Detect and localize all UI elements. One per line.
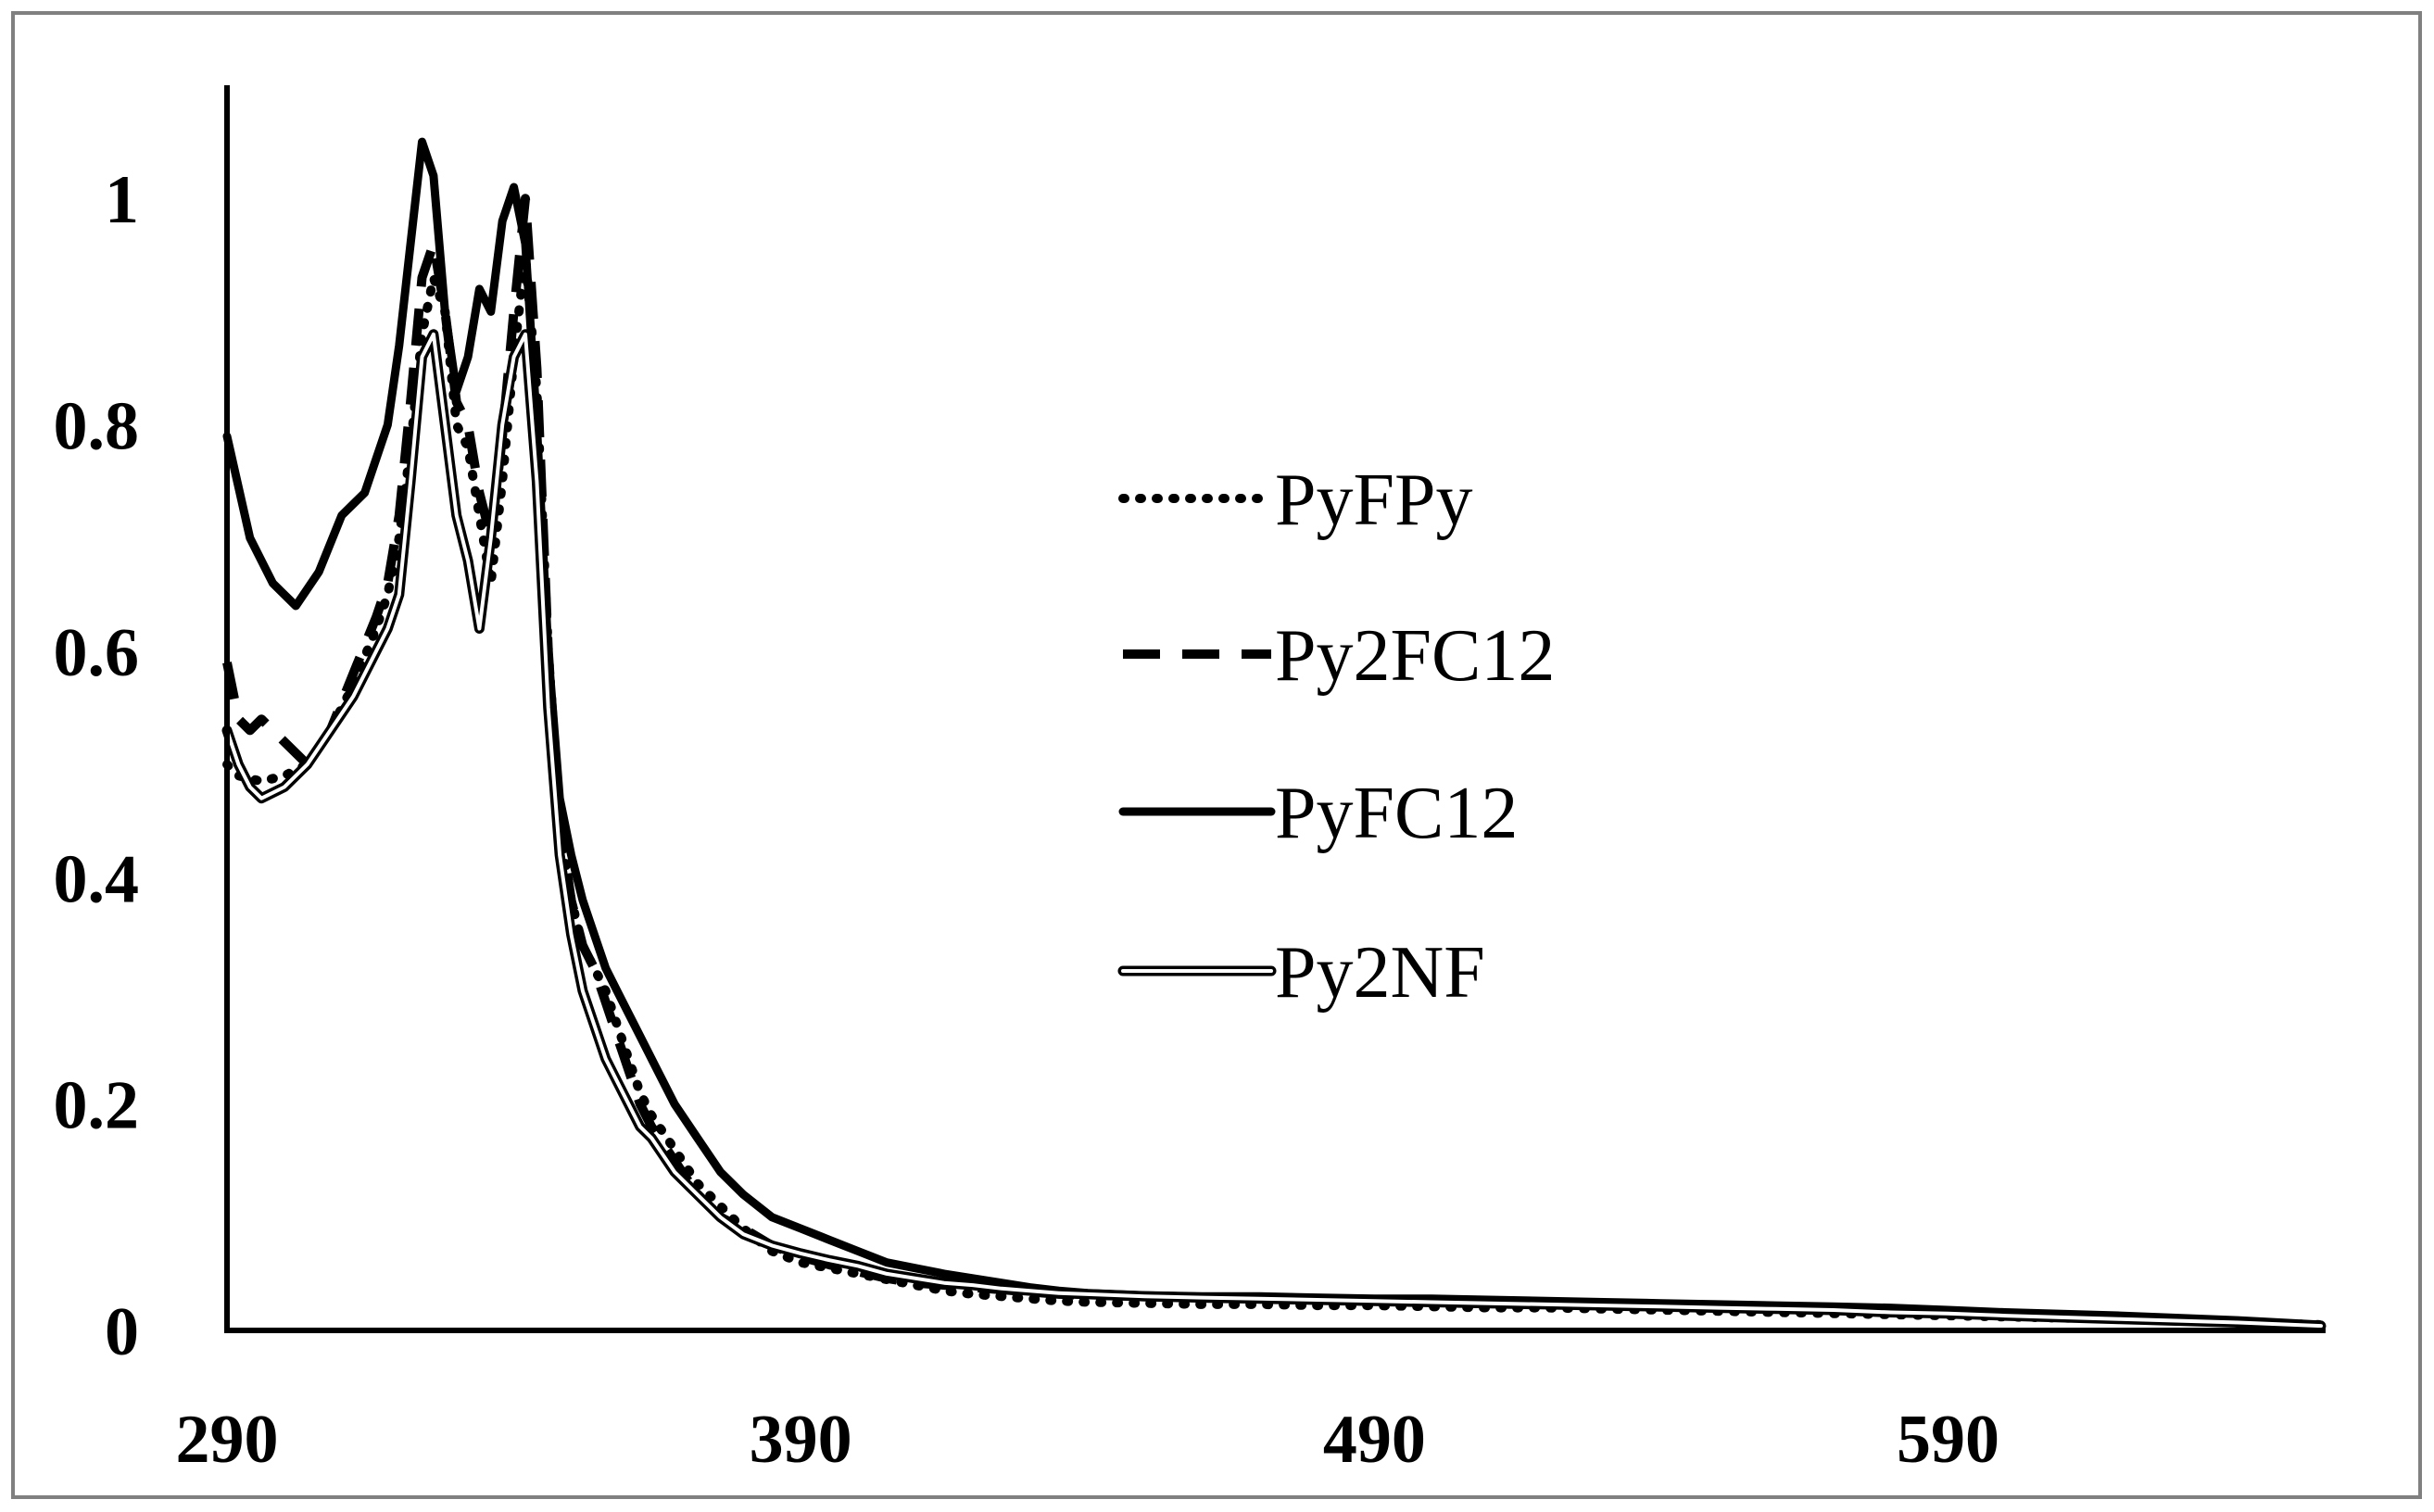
- x-tick-label: 290: [176, 1402, 279, 1478]
- legend-label-pyfpy: PyFPy: [1275, 460, 1472, 541]
- plot-series: [221, 137, 2327, 1331]
- series-py2nf: [221, 329, 2327, 1331]
- series-line-py2nf-inner: [225, 332, 2323, 1329]
- legend-label-py2nf: Py2NF: [1275, 932, 1485, 1014]
- outer-frame: [11, 11, 2422, 1499]
- y-tick-label: 0.8: [54, 389, 140, 465]
- x-tick-labels: 290 390 490 590: [176, 1402, 2000, 1478]
- x-tick-label: 490: [1323, 1402, 1426, 1478]
- x-tick-label: 390: [750, 1402, 852, 1478]
- legend-item-pyfc12: PyFC12: [1118, 773, 1518, 854]
- legend-label-py2fc12: Py2FC12: [1275, 615, 1555, 697]
- legend-item-py2nf: Py2NF: [1117, 932, 1485, 1014]
- legend-label-pyfc12: PyFC12: [1275, 773, 1518, 854]
- axes: [224, 85, 2326, 1333]
- y-tick-labels: 0 0.2 0.4 0.6 0.8 1: [54, 162, 140, 1370]
- legend: PyFPy Py2FC12 PyFC12 Py2NF: [1117, 460, 1555, 1014]
- legend-item-pyfpy: PyFPy: [1118, 460, 1472, 541]
- y-tick-label: 1: [105, 162, 139, 238]
- x-tick-label: 590: [1897, 1402, 1999, 1478]
- legend-item-py2fc12: Py2FC12: [1123, 615, 1555, 697]
- y-tick-label: 0.4: [54, 841, 140, 917]
- y-tick-label: 0.2: [54, 1068, 140, 1144]
- y-tick-label: 0.6: [54, 615, 140, 691]
- y-tick-label: 0: [105, 1294, 139, 1370]
